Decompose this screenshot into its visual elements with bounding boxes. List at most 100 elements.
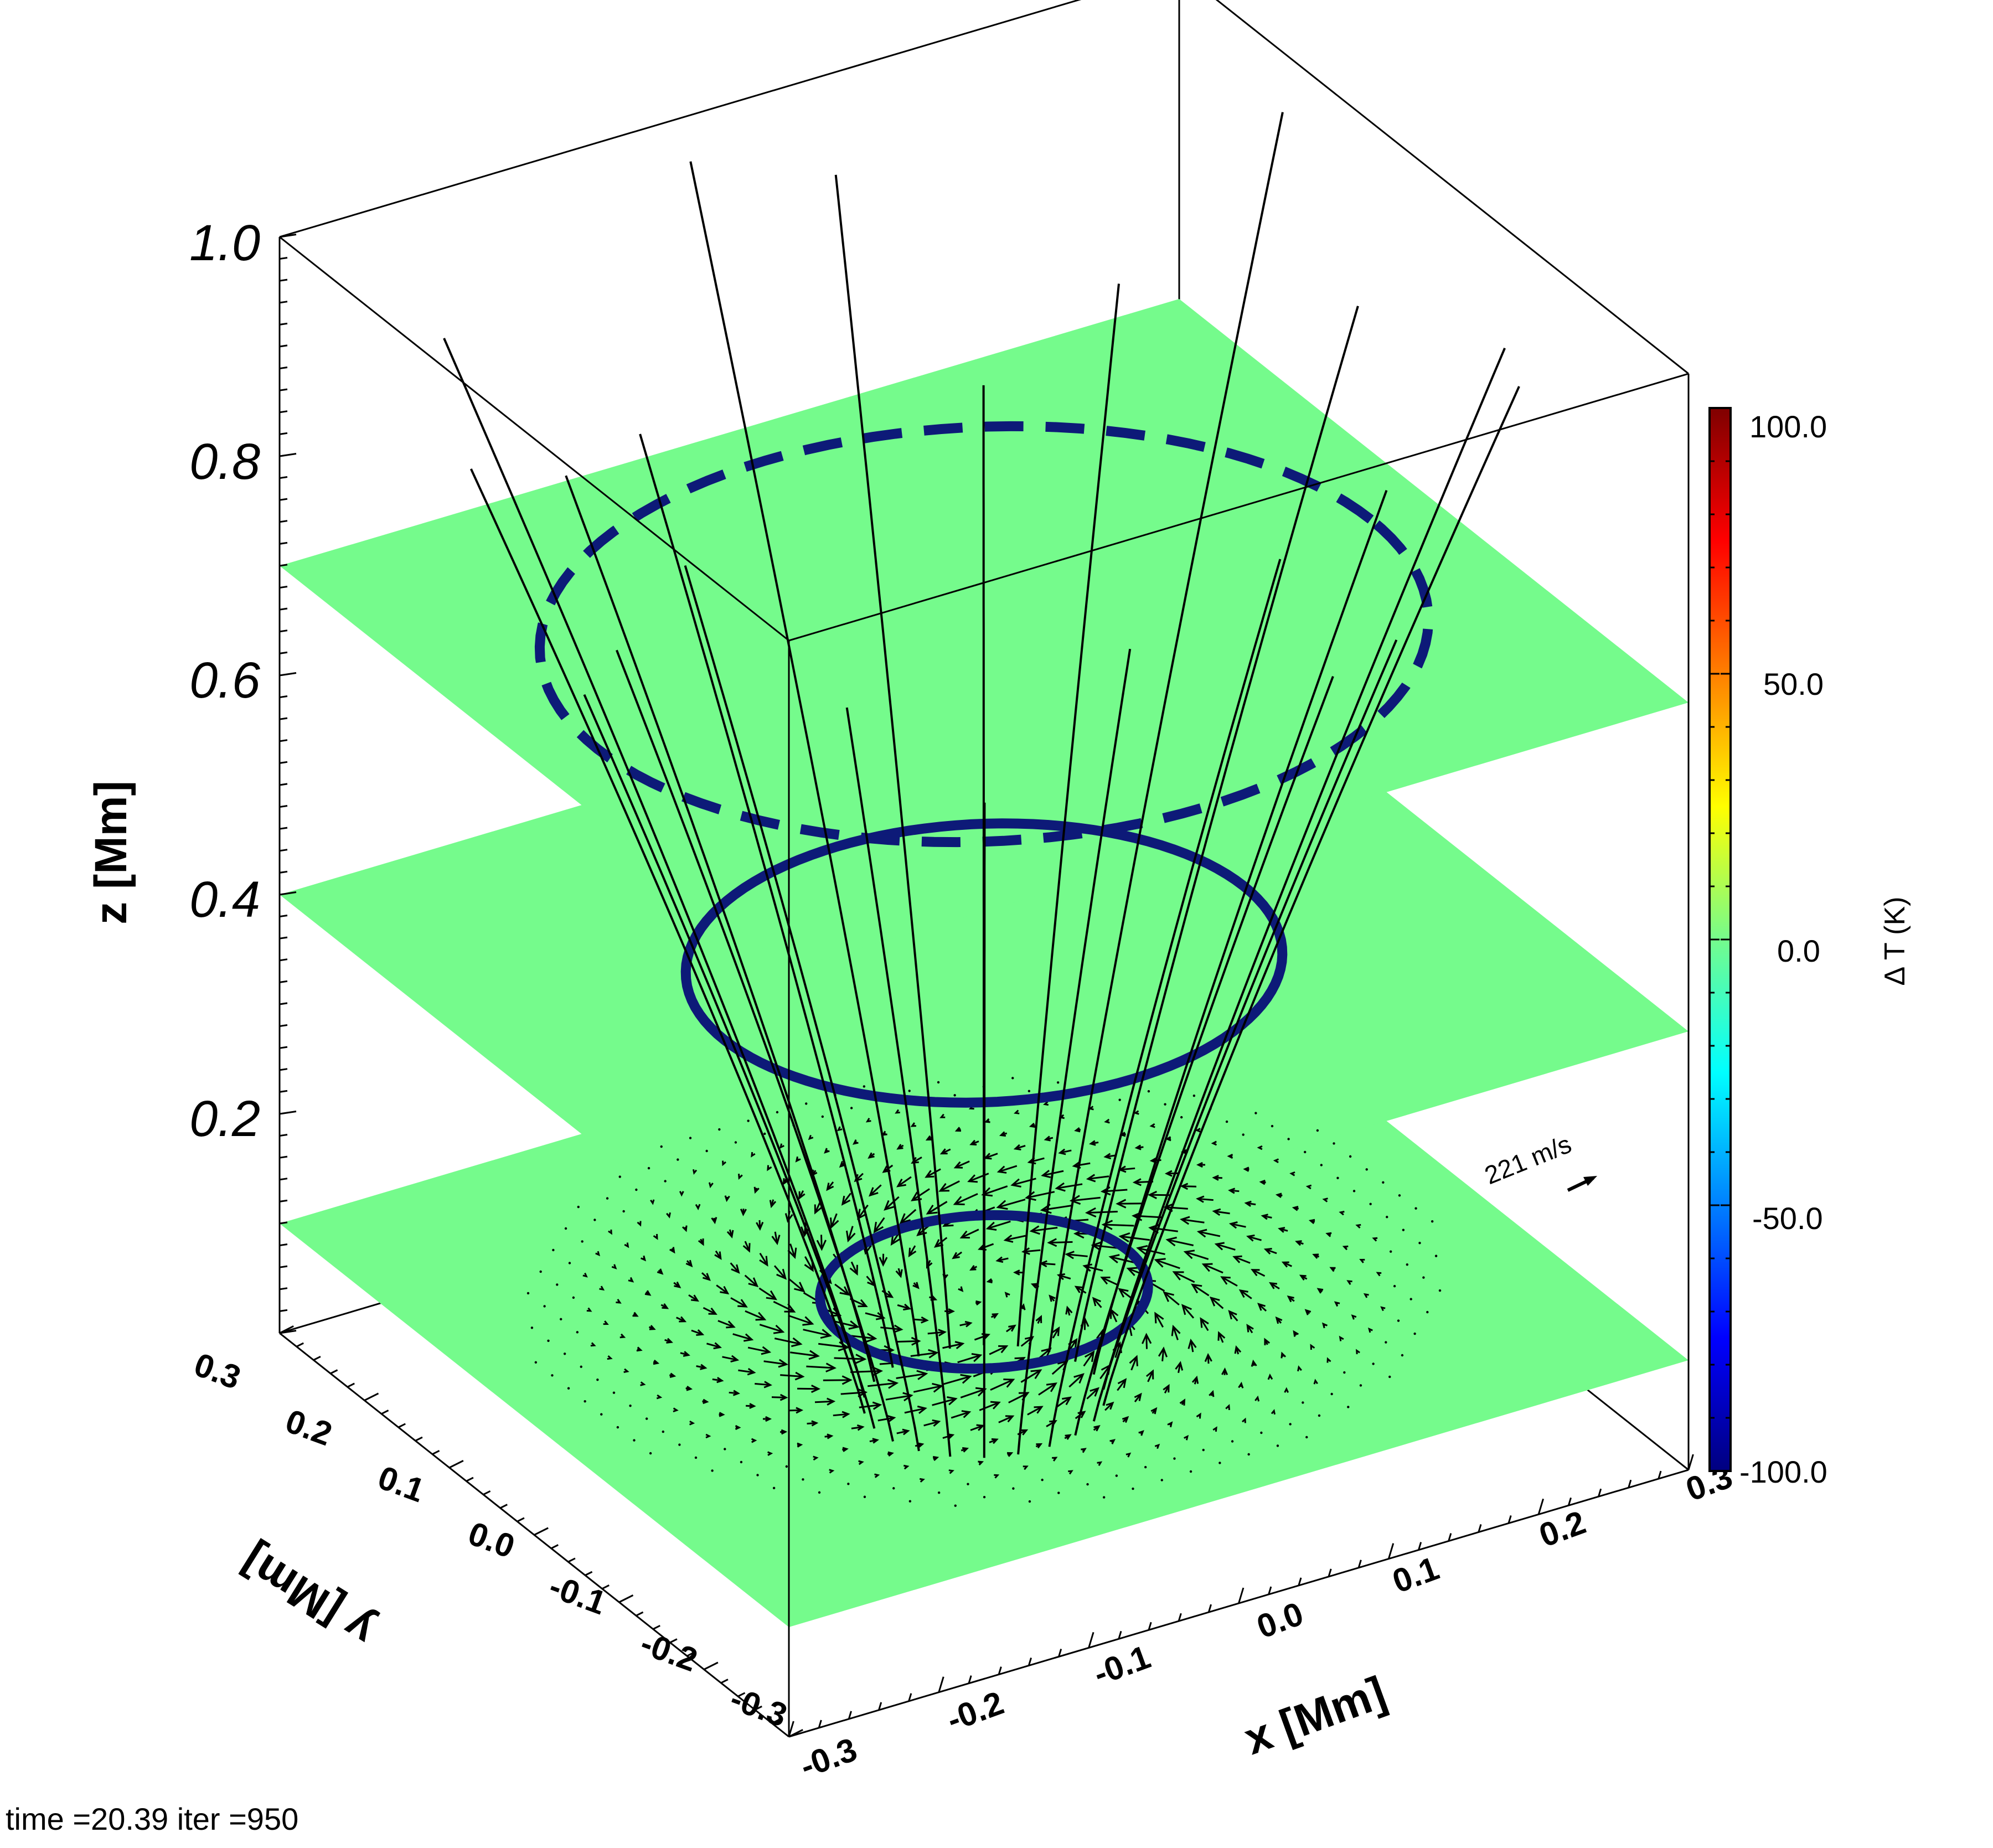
z-tick <box>280 937 287 938</box>
velocity-vector <box>1366 1168 1368 1170</box>
velocity-vector <box>677 1158 679 1160</box>
velocity-vector <box>1320 1164 1323 1166</box>
velocity-vector <box>983 1496 985 1498</box>
velocity-vector <box>539 1271 541 1273</box>
velocity-vector <box>535 1361 537 1364</box>
z-tick <box>280 477 287 478</box>
z-tick <box>280 1245 287 1246</box>
velocity-vector <box>1011 1077 1014 1079</box>
z-tick <box>280 718 287 719</box>
z-tick <box>280 959 287 961</box>
y-tick <box>636 1612 643 1615</box>
z-tick <box>280 1025 287 1026</box>
y-tick-label: 0.1 <box>373 1459 429 1509</box>
z-tick <box>280 258 287 259</box>
velocity-vector <box>938 1491 940 1494</box>
velocity-vector <box>776 1111 778 1113</box>
velocity-vector <box>1414 1207 1417 1210</box>
velocity-vector <box>937 1081 939 1083</box>
z-tick <box>280 454 296 457</box>
velocity-vector <box>802 1478 804 1480</box>
z-tick <box>280 389 287 390</box>
y-tick <box>297 1343 304 1346</box>
velocity-vector <box>1305 1436 1308 1438</box>
z-tick <box>280 368 287 369</box>
velocity-vector <box>718 1128 720 1131</box>
z-tick <box>280 740 287 741</box>
z-tick <box>280 543 287 544</box>
velocity-vector <box>1347 1406 1349 1408</box>
y-tick <box>483 1491 490 1494</box>
velocity-vector <box>577 1206 580 1208</box>
y-tick <box>432 1450 440 1454</box>
velocity-vector <box>1193 1095 1195 1097</box>
x-tick-label: -0.2 <box>942 1684 1009 1738</box>
velocity-vector <box>1057 1491 1060 1494</box>
velocity-vector <box>596 1379 598 1381</box>
velocity-vector <box>1398 1194 1401 1196</box>
velocity-vector <box>1385 1341 1387 1343</box>
velocity-vector <box>864 1496 866 1498</box>
velocity-vector <box>1439 1289 1441 1292</box>
velocity-vector <box>1242 1133 1244 1135</box>
velocity-vector <box>619 1175 621 1178</box>
x-tick <box>1538 1499 1543 1514</box>
y-tick-label: -0.1 <box>544 1567 611 1622</box>
z-tick <box>280 302 287 303</box>
velocity-vector <box>613 1391 615 1393</box>
velocity-vector <box>1390 1250 1392 1252</box>
y-tick <box>331 1370 338 1374</box>
z-tick <box>280 1047 287 1048</box>
x-tick <box>1239 1588 1243 1603</box>
x-tick <box>1388 1544 1393 1559</box>
z-tick <box>280 411 287 412</box>
colorbar-tick-label: -100.0 <box>1739 1454 1827 1489</box>
velocity-vector <box>1161 1479 1163 1481</box>
velocity-vector <box>1388 1376 1391 1378</box>
z-tick-label: 0.8 <box>189 433 260 490</box>
z-tick <box>280 1288 287 1289</box>
velocity-vector <box>1353 1190 1355 1192</box>
velocity-vector <box>1247 1453 1250 1455</box>
z-tick <box>280 1310 287 1311</box>
z-tick-label: 0.6 <box>189 652 261 709</box>
x-tick-label: 0.2 <box>1535 1504 1591 1554</box>
velocity-vector <box>1254 1112 1257 1114</box>
velocity-vector <box>1116 1474 1118 1477</box>
z-tick <box>280 1003 287 1004</box>
velocity-vector <box>1422 1276 1424 1278</box>
velocity-vector <box>556 1283 558 1286</box>
velocity-vector <box>1302 1401 1304 1403</box>
z-tick <box>280 652 287 653</box>
y-tick <box>415 1437 422 1441</box>
z-tick <box>280 1222 287 1224</box>
velocity-vector <box>1202 1449 1205 1451</box>
z-tick <box>280 1135 287 1136</box>
velocity-vector <box>527 1292 529 1294</box>
velocity-vector <box>648 1167 650 1169</box>
y-tick <box>348 1384 355 1387</box>
velocity-vector <box>1226 1121 1228 1123</box>
velocity-vector <box>909 1500 911 1503</box>
velocity-vector <box>1012 1487 1014 1489</box>
velocity-vector <box>617 1426 619 1428</box>
x-tick-label: 0.0 <box>1252 1595 1308 1645</box>
velocity-vector <box>622 1210 624 1212</box>
velocity-vector <box>1041 1479 1043 1481</box>
velocity-vector <box>581 1240 583 1242</box>
velocity-vector <box>1260 1432 1262 1434</box>
y-tick <box>450 1460 463 1468</box>
velocity-vector <box>954 1504 957 1506</box>
z-tick <box>280 1200 287 1201</box>
velocity-vector <box>580 1366 582 1368</box>
velocity-vector <box>823 1380 851 1381</box>
velocity-vector <box>1369 1203 1371 1205</box>
velocity-vector <box>543 1305 545 1307</box>
velocity-vector <box>1401 1354 1403 1356</box>
z-tick-label: 1.0 <box>189 215 260 271</box>
velocity-vector <box>967 1483 969 1485</box>
velocity-vector <box>565 1227 567 1230</box>
velocity-vector <box>1103 1225 1134 1226</box>
